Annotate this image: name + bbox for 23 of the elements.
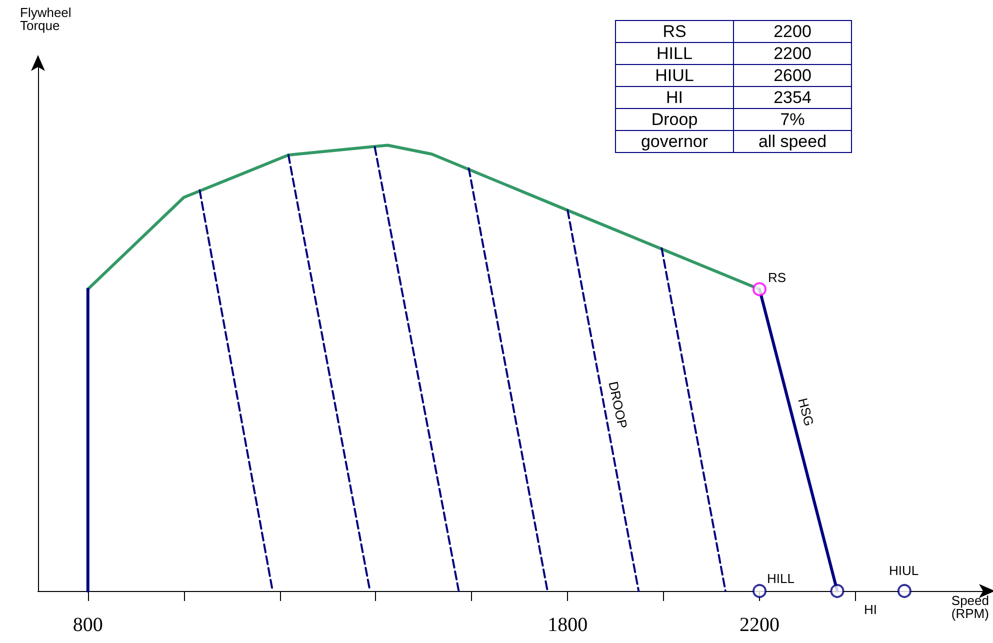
annotation: DROOP — [606, 380, 630, 430]
x-tick-label: 800 — [72, 614, 103, 636]
text: 2200 — [774, 22, 812, 41]
text: HI — [864, 602, 877, 617]
text: 2354 — [774, 88, 812, 107]
annotation: RS — [768, 270, 786, 285]
text: 2200 — [774, 44, 812, 63]
category-label: HILL — [616, 42, 734, 64]
category-label: RS — [616, 20, 734, 42]
text: 2600 — [774, 66, 812, 85]
text: 7% — [780, 110, 805, 129]
text: all speed — [758, 132, 827, 151]
annotation: HSG — [795, 396, 817, 428]
x-tick-label: 1800 — [548, 614, 588, 636]
x-axis-title: Speed (RPM) — [951, 593, 990, 621]
annotation: HILL — [767, 571, 794, 586]
category-label: HI — [616, 86, 734, 108]
y-axis-title: Flywheel Torque — [20, 5, 72, 33]
annotation: HIUL — [889, 563, 919, 578]
category-label: Droop — [616, 108, 734, 130]
category-label: HIUL — [616, 64, 734, 86]
category-label: governor — [616, 130, 734, 152]
x-tick-label: 2200 — [740, 614, 780, 636]
